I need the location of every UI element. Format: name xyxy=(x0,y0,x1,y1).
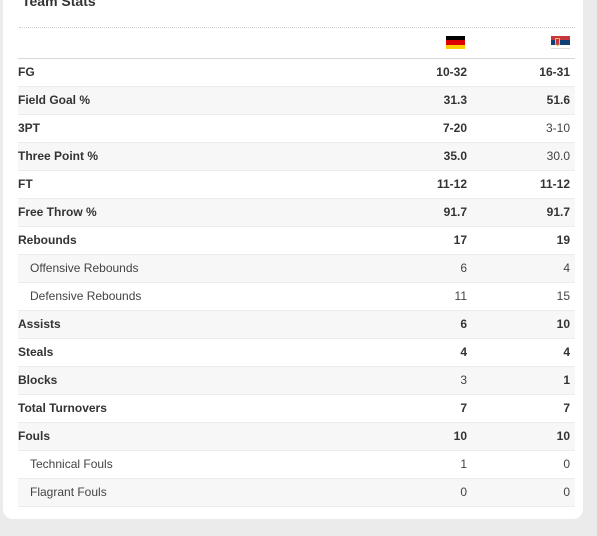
germany-value: 3 xyxy=(460,373,467,387)
serbia-value: 16-31 xyxy=(539,65,570,79)
germany-value: 0 xyxy=(460,485,467,499)
table-row: Assists 6 10 xyxy=(18,311,575,339)
serbia-value: 91.7 xyxy=(546,205,570,219)
table-row: Three Point % 35.0 30.0 xyxy=(18,143,575,171)
table-row: Free Throw % 91.7 91.7 xyxy=(18,199,575,227)
stat-label: Technical Fouls xyxy=(30,457,113,471)
serbia-value: 7 xyxy=(563,401,570,415)
germany-value: 4 xyxy=(460,345,467,359)
germany-value: 10 xyxy=(453,429,467,443)
germany-value: 91.7 xyxy=(443,205,467,219)
serbia-value: 1 xyxy=(563,373,570,387)
stat-label: FG xyxy=(18,65,35,79)
table-row: Offensive Rebounds 6 4 xyxy=(18,255,575,283)
serbia-value: 10 xyxy=(556,317,570,331)
germany-value: 11-12 xyxy=(436,177,467,191)
germany-value: 6 xyxy=(460,261,467,275)
stat-label: Steals xyxy=(18,345,54,359)
table-row: Field Goal % 31.3 51.6 xyxy=(18,87,575,115)
table-row: Total Turnovers 7 7 xyxy=(18,395,575,423)
table-header-row xyxy=(18,28,575,59)
serbia-value: 3-10 xyxy=(545,121,570,135)
serbia-value: 30.0 xyxy=(546,149,570,163)
table-row: Steals 4 4 xyxy=(18,339,575,367)
stat-label: Total Turnovers xyxy=(18,401,107,415)
table-row: Defensive Rebounds 11 15 xyxy=(18,283,575,311)
stat-label: Fouls xyxy=(18,429,50,443)
table-row: FG 10-32 16-31 xyxy=(18,59,575,87)
germany-value: 7 xyxy=(460,401,467,415)
serbia-value: 4 xyxy=(563,261,570,275)
stat-label: Flagrant Fouls xyxy=(30,485,107,499)
serbia-value: 0 xyxy=(563,457,570,471)
table-row: Flagrant Fouls 0 0 xyxy=(18,479,575,507)
stat-label: Blocks xyxy=(18,373,58,387)
germany-value: 35.0 xyxy=(443,149,467,163)
serbia-value: 10 xyxy=(556,429,570,443)
team-stats-table: FG 10-32 16-31 Field Goal % 31.3 51.6 3PT 7-20 3… xyxy=(18,28,575,507)
germany-flag-icon xyxy=(446,36,465,49)
serbia-value: 15 xyxy=(556,289,570,303)
serbia-flag-icon xyxy=(551,36,570,49)
stat-label: 3PT xyxy=(18,121,41,135)
serbia-value: 19 xyxy=(556,233,570,247)
stat-label: Three Point % xyxy=(18,149,99,163)
germany-value: 17 xyxy=(453,233,467,247)
stat-label: Free Throw % xyxy=(18,205,97,219)
table-row: FT 11-12 11-12 xyxy=(18,171,575,199)
card-title: Team Stats xyxy=(22,0,96,9)
serbia-value: 11-12 xyxy=(539,177,570,191)
germany-value: 1 xyxy=(460,457,467,471)
stat-label: FT xyxy=(18,177,33,191)
team-stats-card: Team Stats FG 10-32 16-31 Field Goal % 31.3 5… xyxy=(3,0,583,519)
table-row: Technical Fouls 1 0 xyxy=(18,451,575,479)
germany-value: 7-20 xyxy=(442,121,467,135)
germany-value: 31.3 xyxy=(443,93,467,107)
germany-value: 6 xyxy=(460,317,467,331)
stat-label: Offensive Rebounds xyxy=(30,261,139,275)
serbia-value: 51.6 xyxy=(546,93,570,107)
stat-label: Field Goal % xyxy=(18,93,91,107)
germany-value: 11 xyxy=(454,289,467,303)
table-row: Rebounds 17 19 xyxy=(18,227,575,255)
stat-label: Rebounds xyxy=(18,233,77,247)
stat-label: Assists xyxy=(18,317,61,331)
serbia-value: 0 xyxy=(563,485,570,499)
table-body: FG 10-32 16-31 Field Goal % 31.3 51.6 3PT 7-20 3… xyxy=(18,59,575,507)
stat-label: Defensive Rebounds xyxy=(30,289,142,303)
germany-value: 10-32 xyxy=(436,65,467,79)
title-divider xyxy=(19,27,575,28)
serbia-value: 4 xyxy=(563,345,570,359)
table-row: Fouls 10 10 xyxy=(18,423,575,451)
table-row: 3PT 7-20 3-10 xyxy=(18,115,575,143)
table-row: Blocks 3 1 xyxy=(18,367,575,395)
